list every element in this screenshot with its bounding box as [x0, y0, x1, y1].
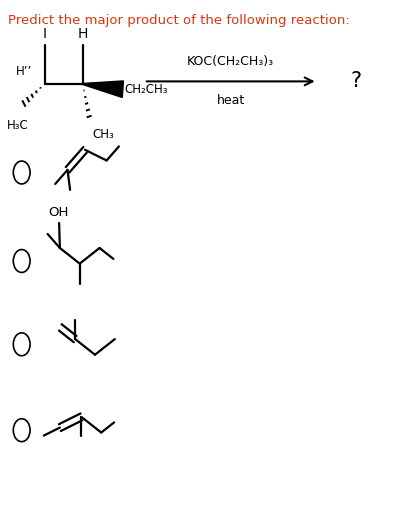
- Text: CH₃: CH₃: [92, 128, 114, 141]
- Text: OH: OH: [48, 206, 68, 219]
- Text: H: H: [77, 27, 88, 41]
- Text: I: I: [42, 27, 47, 41]
- Text: heat: heat: [217, 94, 245, 108]
- Polygon shape: [83, 81, 124, 98]
- Text: ?: ?: [350, 72, 361, 91]
- Text: H’’: H’’: [16, 65, 33, 78]
- Text: KOC(CH₂CH₃)₃: KOC(CH₂CH₃)₃: [187, 55, 274, 68]
- Text: H₃C: H₃C: [7, 119, 29, 132]
- Text: Predict the major product of the following reaction:: Predict the major product of the followi…: [8, 14, 350, 27]
- Text: CH₂CH₃: CH₂CH₃: [125, 82, 168, 96]
